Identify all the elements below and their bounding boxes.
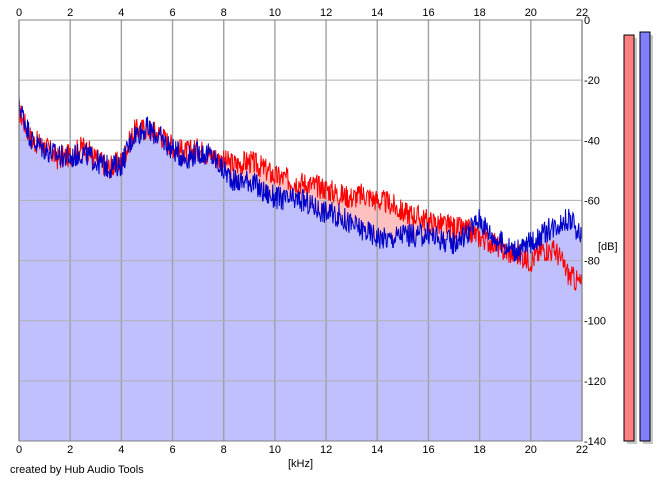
x-axis-label: [kHz]: [288, 458, 313, 470]
credit-text: created by Hub Audio Tools: [10, 464, 144, 476]
x-tick-label-bottom: 14: [371, 444, 383, 456]
x-tick-label-bottom: 4: [118, 444, 124, 456]
x-tick-label-bottom: 22: [576, 444, 588, 456]
x-tick-label-bottom: 20: [525, 444, 537, 456]
x-tick-label-bottom: 6: [169, 444, 175, 456]
y-tick-label: -140: [584, 436, 606, 448]
x-tick-label-bottom: 16: [422, 444, 434, 456]
x-tick-label-top: 22: [576, 7, 588, 19]
x-tick-label-top: 10: [269, 7, 281, 19]
y-tick-label: -40: [584, 135, 600, 147]
x-tick-label-top: 2: [67, 7, 73, 19]
x-tick-label-bottom: 12: [320, 444, 332, 456]
y-tick-label: -120: [584, 376, 606, 388]
x-tick-label-bottom: 18: [474, 444, 486, 456]
series-2-line: [18, 94, 583, 262]
level-meter-1: [623, 34, 635, 442]
x-tick-label-top: 4: [118, 7, 124, 19]
x-tick-label-top: 18: [474, 7, 486, 19]
y-tick-label: -100: [584, 316, 606, 328]
x-tick-label-bottom: 2: [67, 444, 73, 456]
x-tick-label-top: 14: [371, 7, 383, 19]
plot-frame: [18, 19, 583, 442]
x-tick-label-bottom: 0: [16, 444, 22, 456]
series-2-area: [19, 94, 582, 441]
x-tick-label-top: 12: [320, 7, 332, 19]
x-tick-label-top: 6: [169, 7, 175, 19]
x-tick-label-top: 0: [16, 7, 22, 19]
level-meter-2: [639, 31, 651, 442]
x-tick-label-top: 20: [525, 7, 537, 19]
x-tick-label-bottom: 10: [269, 444, 281, 456]
y-tick-label: -80: [584, 256, 600, 268]
x-tick-label-top: 8: [221, 7, 227, 19]
x-tick-label-bottom: 8: [221, 444, 227, 456]
y-tick-label: -60: [584, 195, 600, 207]
y-tick-label: -20: [584, 75, 600, 87]
y-axis-label: [dB]: [598, 241, 618, 253]
x-tick-label-top: 16: [422, 7, 434, 19]
y-tick-label: 0: [584, 15, 590, 27]
